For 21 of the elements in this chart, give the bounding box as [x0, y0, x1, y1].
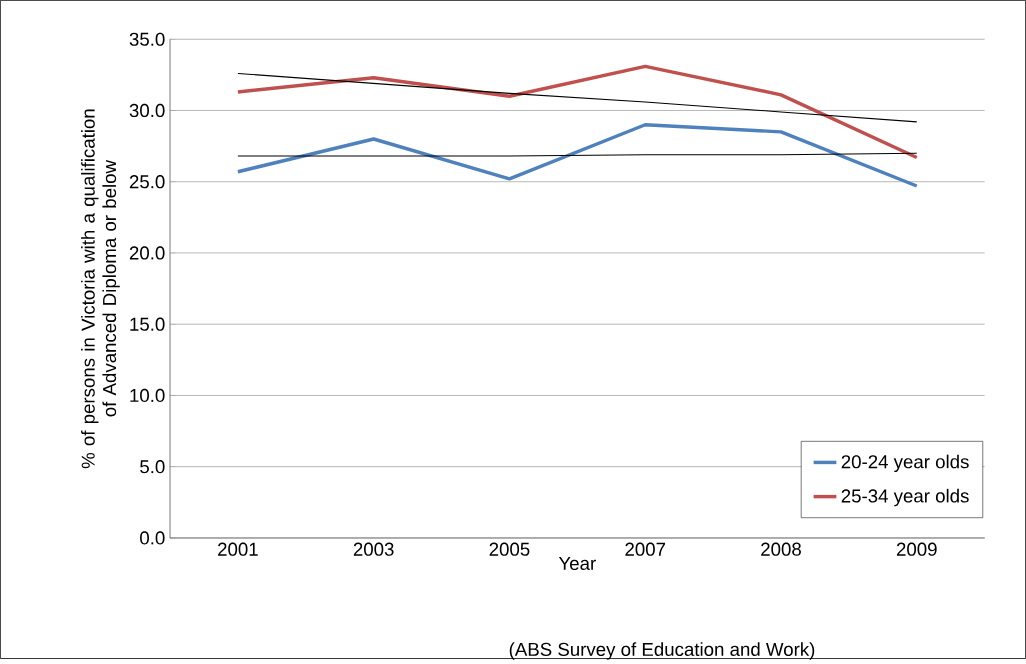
y-axis-title: % of persons in Victoria with a qualification of Advanced Diploma or below	[81, 109, 120, 469]
line-series	[236, 64, 919, 160]
line-series	[236, 122, 919, 188]
x-tick-label: 2008	[761, 542, 801, 556]
x-tick-label: 2009	[896, 542, 937, 556]
x-tick-label: 2003	[353, 542, 394, 556]
text: (ABS Survey of Education and Work)	[509, 642, 815, 660]
x-axis-title: Year	[558, 556, 596, 570]
legend-label: 20-24 year olds	[841, 454, 969, 472]
x-tick-label: 2001	[218, 542, 258, 556]
y-tick-label: 30.0	[129, 103, 165, 118]
y-tick-label: 0.0	[140, 531, 165, 545]
x-tick-label: 2005	[489, 542, 530, 556]
y-tick-label: 15.0	[130, 317, 165, 331]
legend-label: 25-34 year olds	[841, 488, 969, 507]
y-tick-label: 20.0	[129, 246, 165, 260]
x-tick-label: 2007	[625, 542, 666, 556]
y-tick-label: 10.0	[130, 388, 165, 402]
y-tick-label: 25.0	[129, 175, 165, 189]
y-tick-label: 5.0	[140, 460, 165, 474]
y-tick-label: 35.0	[129, 32, 165, 46]
